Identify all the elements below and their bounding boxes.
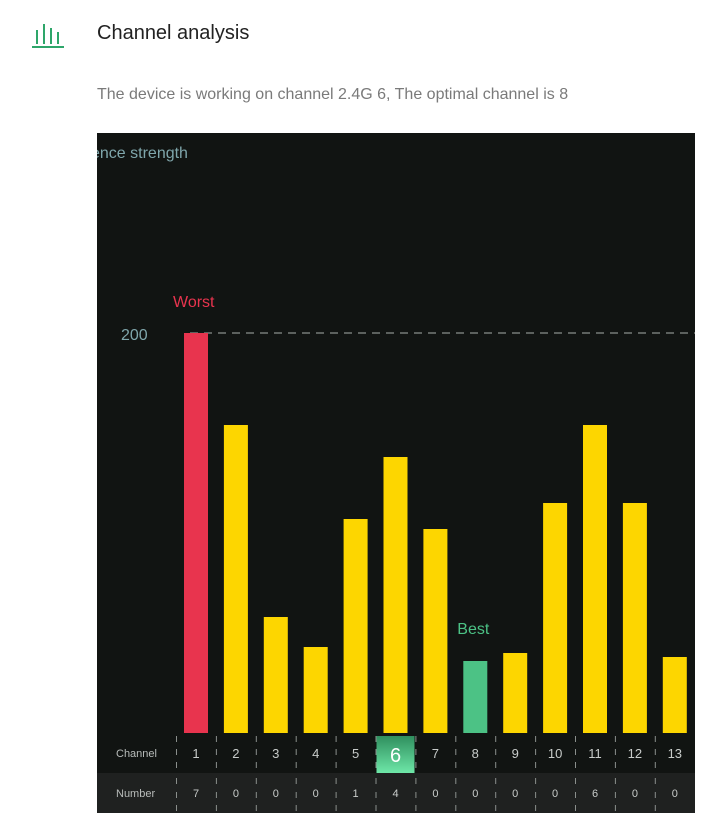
bar-channel-2 (223, 425, 248, 733)
number-value: 0 (273, 788, 279, 800)
number-row-label: Number (116, 788, 155, 800)
reference-label: 200 (121, 327, 148, 344)
channel-tick-label[interactable]: 6 (390, 745, 401, 767)
bar-channel-7 (423, 529, 448, 733)
worst-label: Worst (173, 294, 215, 311)
channel-tick-label[interactable]: 9 (512, 746, 519, 761)
number-value: 0 (632, 788, 638, 800)
number-value: 0 (512, 788, 518, 800)
y-axis-label: ence strength (97, 145, 188, 162)
number-value: 0 (472, 788, 478, 800)
bars-group (184, 333, 687, 733)
channel-chart-panel: ence strength 200 Worst Best Channel Numb… (97, 133, 695, 813)
channel-tick-label[interactable]: 10 (548, 746, 562, 761)
number-value: 0 (672, 788, 678, 800)
number-value: 1 (353, 788, 359, 800)
number-value: 0 (432, 788, 438, 800)
bar-channel-11 (583, 425, 607, 733)
tick-group: 1 7 2 0 3 0 4 0 5 1 6 4 7 0 8 0 9 0 10 0 11 6 12 0 13 0 (176, 736, 682, 811)
bar-channel-6 (383, 457, 408, 733)
bar-channel-12 (622, 503, 647, 733)
bar-channel-3 (263, 617, 288, 733)
bar-channel-13 (662, 657, 687, 733)
bar-channel-4 (303, 647, 328, 733)
number-value: 6 (592, 788, 598, 800)
bar-channel-1 (184, 333, 208, 733)
page-title: Channel analysis (97, 22, 250, 44)
current-channel-highlight (376, 736, 415, 773)
number-value: 0 (233, 788, 239, 800)
bar-channel-5 (343, 519, 368, 733)
number-value: 0 (552, 788, 558, 800)
bar-labels-group: Worst Best (173, 294, 490, 638)
signal-bars-icon (32, 24, 64, 48)
channel-tick-label[interactable]: 5 (352, 746, 359, 761)
channel-tick-label[interactable]: 1 (192, 746, 199, 761)
bar-channel-10 (543, 503, 568, 733)
channel-tick-label[interactable]: 11 (588, 746, 602, 761)
channel-status-text: The device is working on channel 2.4G 6,… (97, 86, 569, 103)
number-row-background (97, 773, 695, 813)
channel-tick-label[interactable]: 13 (668, 746, 682, 761)
channel-row-label: Channel (116, 748, 157, 760)
channel-tick-label[interactable]: 4 (312, 746, 319, 761)
number-value: 4 (392, 788, 398, 800)
best-label: Best (457, 621, 490, 638)
channel-tick-label[interactable]: 3 (272, 746, 279, 761)
channel-tick-label[interactable]: 8 (472, 746, 479, 761)
channel-tick-label[interactable]: 12 (628, 746, 642, 761)
number-value: 0 (313, 788, 319, 800)
bar-channel-9 (503, 653, 528, 733)
number-value: 7 (193, 788, 199, 800)
channel-tick-label[interactable]: 2 (232, 746, 239, 761)
channel-tick-label[interactable]: 7 (432, 746, 439, 761)
bar-channel-8 (463, 661, 488, 733)
